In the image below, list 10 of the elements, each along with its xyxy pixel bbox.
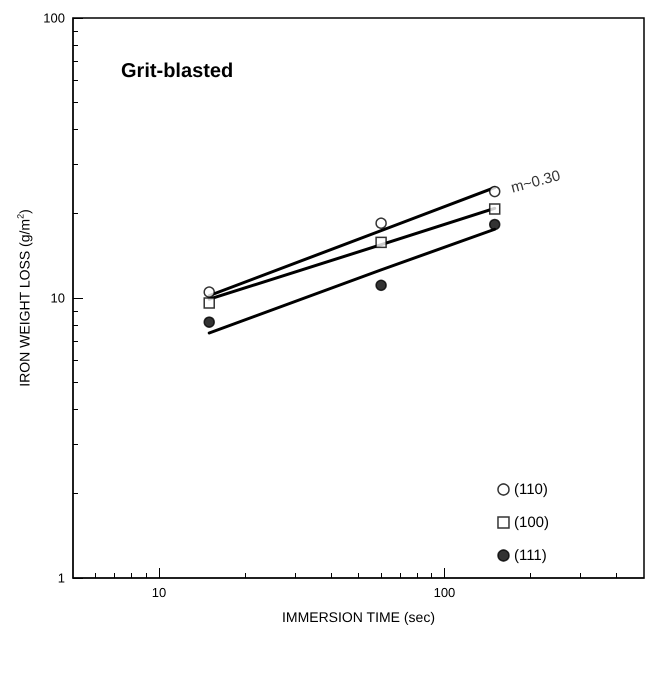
y-tick-label: 100 — [43, 10, 65, 26]
y-axis-title: IRON WEIGHT LOSS (g/m2) — [16, 209, 32, 387]
y-tick-label: 1 — [58, 570, 65, 586]
legend-label: (111) — [514, 547, 547, 564]
text: Grit-blasted — [121, 60, 234, 82]
legend-label: (100) — [514, 514, 550, 531]
x-axis-title: IMMERSION TIME (sec) — [282, 609, 435, 625]
legend-label: (110) — [514, 481, 548, 498]
y-tick-label: 10 — [50, 290, 65, 306]
annotation: m~0.30 — [509, 167, 562, 197]
